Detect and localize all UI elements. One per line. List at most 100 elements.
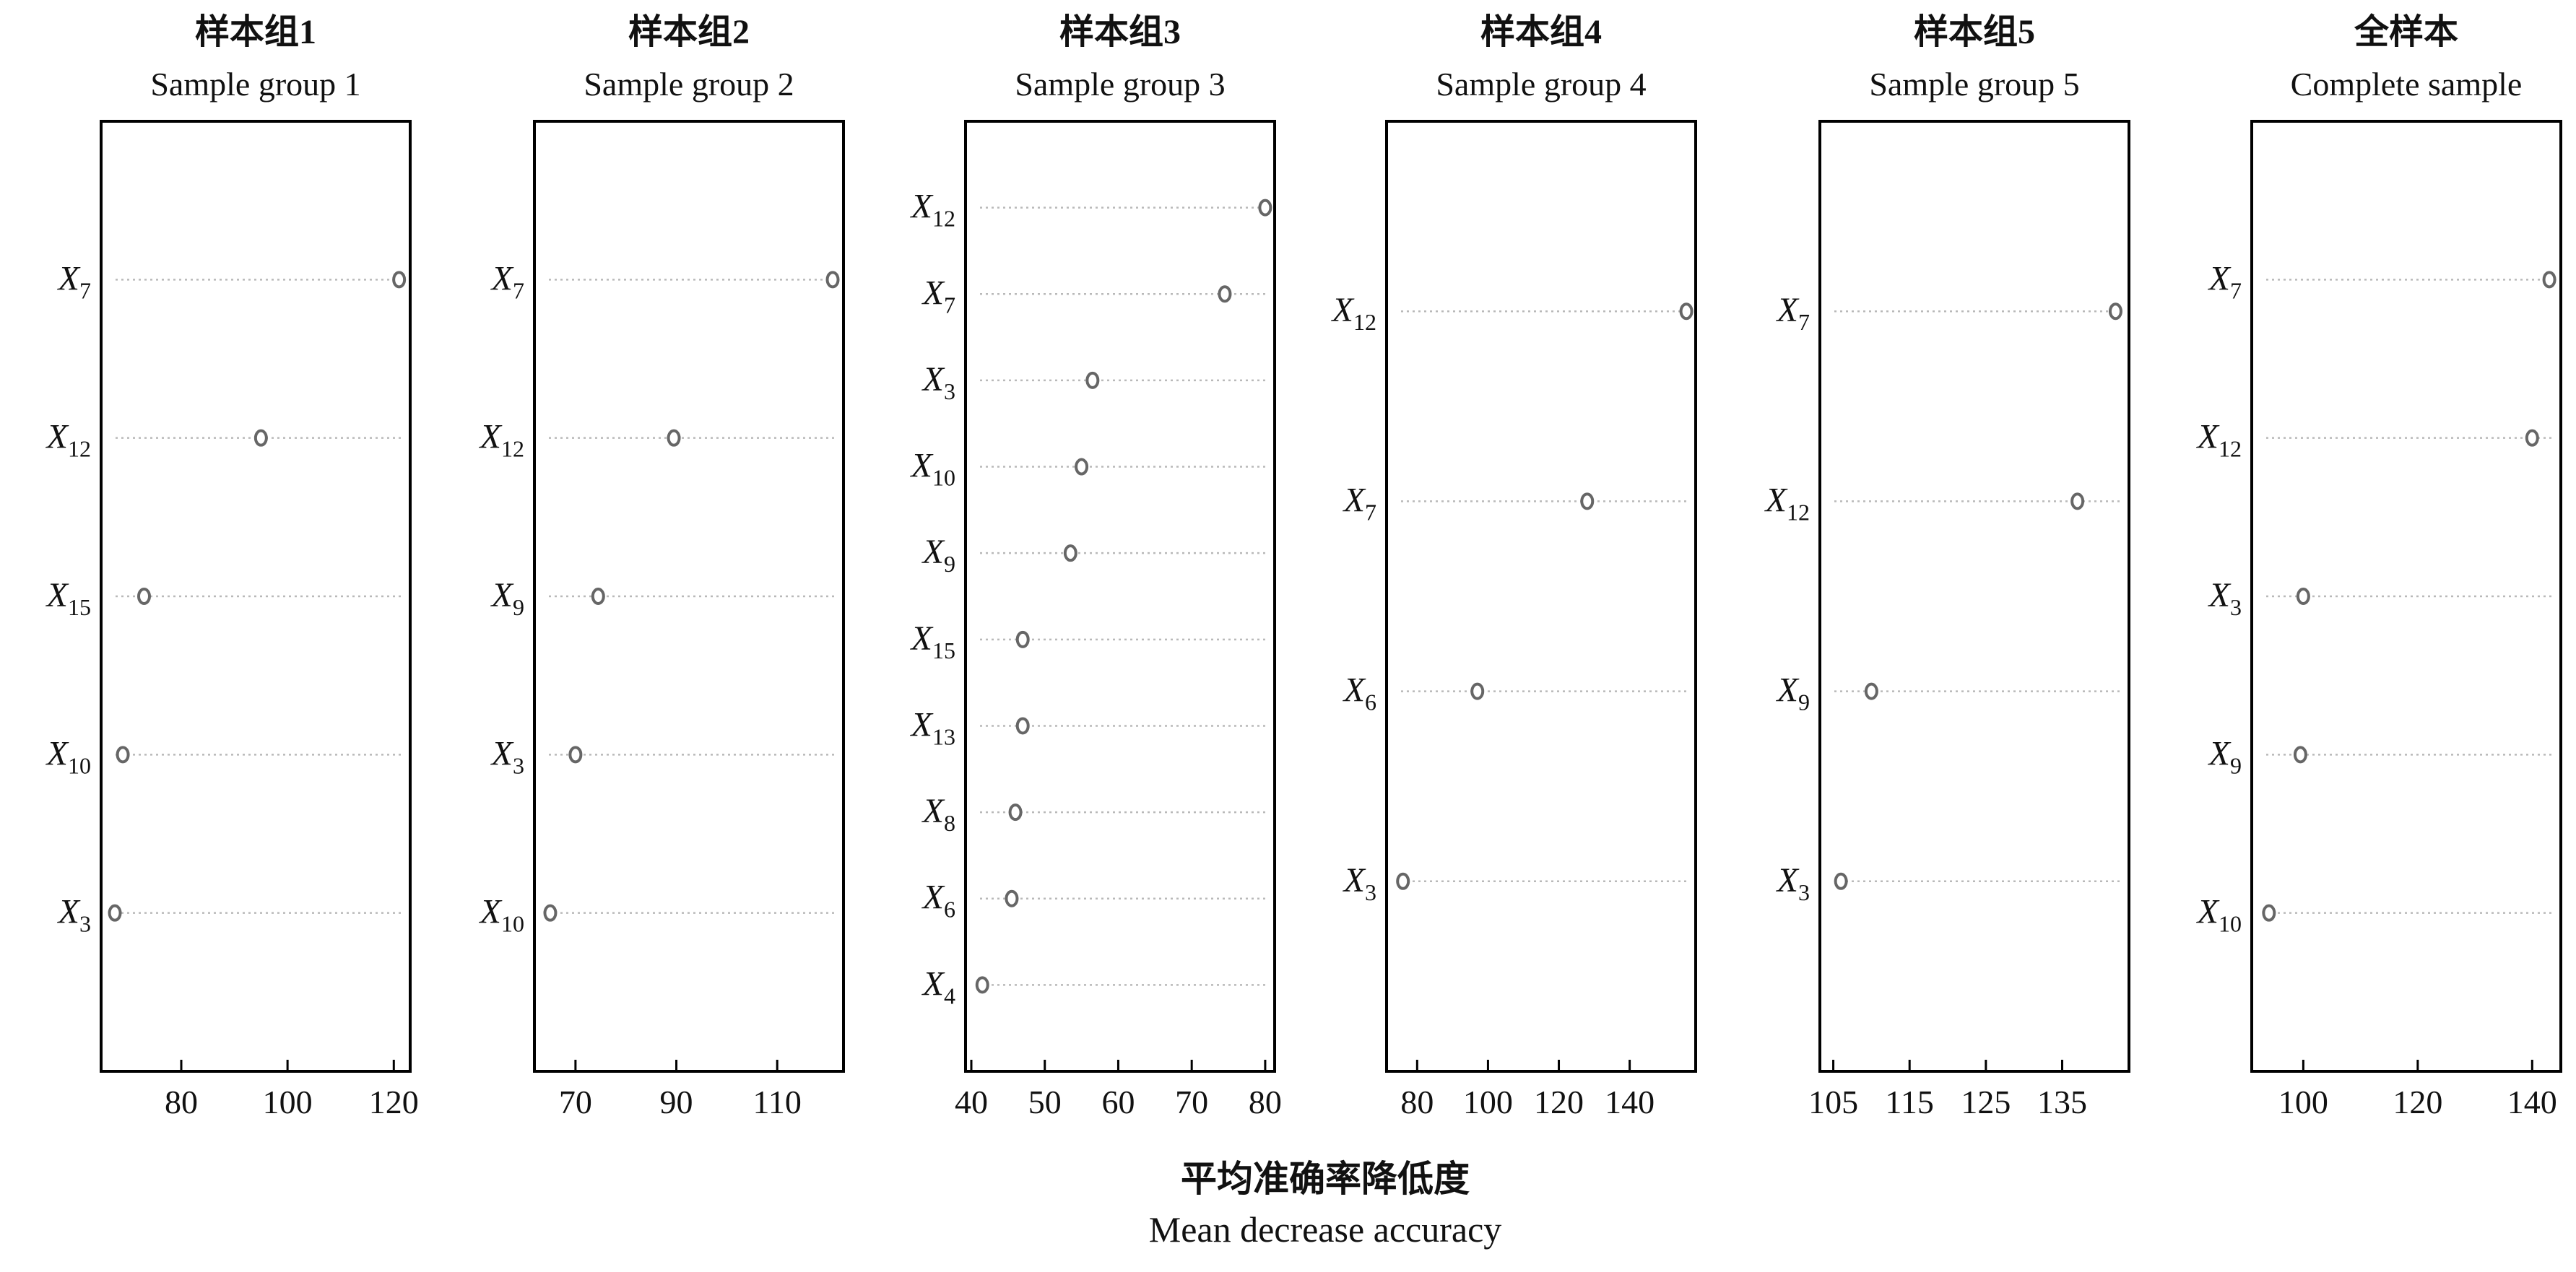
panel-frame <box>100 120 412 1073</box>
category-label: X12 <box>910 188 955 232</box>
x-tick-label: 110 <box>753 1084 802 1120</box>
category-label: X9 <box>921 533 955 577</box>
x-tick-label: 120 <box>2393 1084 2442 1120</box>
x-tick-label: 80 <box>1400 1084 1434 1120</box>
data-point <box>1396 872 1410 890</box>
data-point <box>1015 717 1030 735</box>
panel-frame <box>964 120 1276 1073</box>
category-label: X10 <box>2196 893 2242 937</box>
data-point <box>1218 285 1232 303</box>
panel-frame <box>533 120 845 1073</box>
data-point <box>2525 429 2539 447</box>
x-tick-label: 100 <box>263 1084 313 1120</box>
panel-subtitle: Sample group 2 <box>584 66 794 103</box>
data-point <box>1008 803 1023 822</box>
data-point <box>1085 371 1100 389</box>
category-label: X12 <box>1764 481 1810 525</box>
data-point <box>392 271 407 289</box>
panel-frame <box>2250 120 2562 1073</box>
x-tick-label: 115 <box>1886 1084 1934 1120</box>
x-tick-label: 100 <box>2278 1084 2328 1120</box>
data-point <box>137 588 151 605</box>
category-label: X12 <box>479 418 524 462</box>
data-point <box>975 976 989 994</box>
x-tick-label: 135 <box>2037 1084 2087 1120</box>
category-label: X7 <box>2208 259 2242 303</box>
panel-subtitle: Complete sample <box>2291 66 2523 103</box>
x-axis-label-en: Mean decrease accuracy <box>1149 1209 1502 1250</box>
panel-title: 全样本 <box>2354 12 2458 51</box>
x-tick-label: 40 <box>955 1084 988 1120</box>
panel-title: 样本组1 <box>195 13 316 51</box>
category-label: X3 <box>921 360 955 404</box>
panel-frame <box>1385 120 1697 1073</box>
category-label: X3 <box>57 893 91 937</box>
x-tick-label: 105 <box>1808 1084 1858 1120</box>
panel-subtitle: Sample group 1 <box>150 66 360 103</box>
x-axis-label-cn: 平均准确率降低度 <box>1181 1159 1470 1199</box>
panel-title: 样本组3 <box>1059 13 1181 51</box>
category-label: X9 <box>1776 671 1810 715</box>
category-label: X7 <box>57 259 91 303</box>
category-label: X9 <box>490 576 524 620</box>
data-point <box>1470 682 1485 700</box>
category-label: X3 <box>1343 861 1376 905</box>
data-point <box>1864 682 1878 700</box>
data-point <box>1015 630 1030 648</box>
category-label: X7 <box>921 274 955 318</box>
chart-panel-5: 样本组5 Sample group 5 105 115 125 135 X7 X12 X9 X3 <box>1764 13 2130 1120</box>
x-tick-label: 120 <box>1534 1084 1584 1120</box>
data-point <box>1580 492 1595 510</box>
data-point <box>2542 271 2557 289</box>
category-label: X12 <box>1331 291 1376 335</box>
category-label: X8 <box>921 792 955 836</box>
data-point <box>591 588 605 605</box>
category-label: X7 <box>1776 291 1810 335</box>
category-label: X10 <box>479 893 524 937</box>
data-point <box>825 271 840 289</box>
data-point <box>1679 302 1694 321</box>
data-point <box>253 429 268 447</box>
panel-title: 样本组5 <box>1914 13 2035 51</box>
data-point <box>543 904 558 922</box>
x-tick-label: 140 <box>1605 1084 1655 1120</box>
x-tick-label: 80 <box>165 1084 198 1120</box>
chart-panel-3: 样本组3 Sample group 3 40 50 60 70 80 X12 X7 X3 X10 X9… <box>910 13 1282 1120</box>
data-point <box>108 904 122 922</box>
category-label: X6 <box>1343 671 1376 715</box>
data-point <box>2070 492 2085 510</box>
x-tick-label: 125 <box>1961 1084 2011 1120</box>
x-tick-label: 70 <box>1175 1084 1208 1120</box>
data-point <box>2293 746 2307 764</box>
panel-subtitle: Sample group 3 <box>1015 66 1225 103</box>
panel-title: 样本组2 <box>628 13 750 51</box>
data-point <box>1834 872 1848 890</box>
category-label: X7 <box>1343 481 1376 525</box>
category-label: X7 <box>490 259 524 303</box>
category-label: X3 <box>1776 861 1810 905</box>
chart-panel-2: 样本组2 Sample group 2 70 90 110 X7 X12 X9 X3 X10 <box>479 13 845 1120</box>
chart-panel-6: 全样本 Complete sample 100 120 140 X7 X12 X3 X9 X10 <box>2196 12 2562 1120</box>
category-label: X12 <box>45 418 91 462</box>
category-label: X15 <box>45 576 91 620</box>
data-point <box>2262 904 2276 922</box>
chart-panel-4: 样本组4 Sample group 4 80 100 120 140 X12 X7 X6 X3 <box>1331 13 1697 1120</box>
panel-subtitle: Sample group 4 <box>1436 66 1646 103</box>
category-label: X6 <box>921 879 955 923</box>
x-tick-label: 120 <box>369 1084 419 1120</box>
category-label: X10 <box>45 734 91 778</box>
data-point <box>2108 302 2122 321</box>
category-label: X10 <box>910 447 955 491</box>
data-point <box>2296 588 2310 605</box>
data-point <box>1005 889 1019 907</box>
x-tick-label: 70 <box>559 1084 592 1120</box>
data-point <box>116 746 130 764</box>
data-point <box>568 746 583 764</box>
chart-panel-1: 样本组1 Sample group 1 80 100 120 X7 X12 X15 X10 X3 <box>45 13 419 1120</box>
data-point <box>1258 199 1272 217</box>
x-tick-label: 60 <box>1101 1084 1135 1120</box>
category-label: X4 <box>921 964 955 1009</box>
category-label: X3 <box>2208 576 2242 620</box>
